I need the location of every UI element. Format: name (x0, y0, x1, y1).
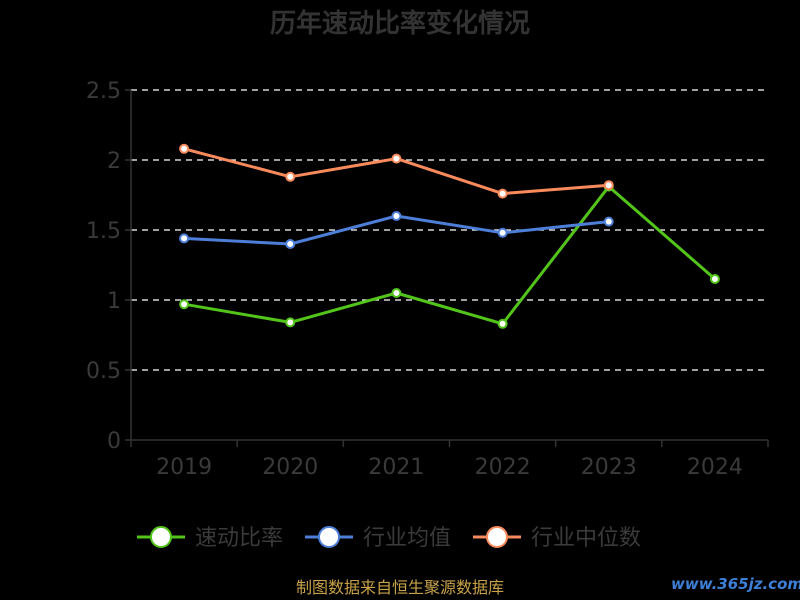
y-tick-label: 1.5 (86, 219, 121, 244)
y-tick-label: 1 (107, 289, 121, 314)
data-point (603, 180, 614, 191)
y-tick-label: 0 (107, 429, 121, 454)
data-point (497, 188, 508, 199)
grid-lines (131, 89, 768, 371)
y-tick-label: 2 (107, 149, 121, 174)
legend-label: 速动比率 (195, 526, 283, 551)
data-point (603, 216, 614, 227)
series-lines (179, 143, 720, 329)
x-tick-label: 2022 (475, 455, 531, 480)
legend-item: 速动比率 (137, 526, 283, 551)
legend: 速动比率 行业均值 行业中位数 (137, 526, 641, 551)
data-point (391, 288, 402, 298)
legend-label: 行业中位数 (531, 526, 641, 551)
data-point (497, 227, 508, 238)
x-tick-label: 2020 (262, 455, 318, 480)
y-tick-label: 2.5 (86, 79, 121, 104)
y-tick-label: 0.5 (86, 359, 121, 384)
source-note: 制图数据来自恒生聚源数据库 (296, 578, 504, 597)
x-tick-label: 2021 (368, 455, 424, 480)
data-point (179, 143, 190, 154)
legend-swatch-marker (486, 526, 508, 548)
data-point (285, 171, 296, 182)
data-point (179, 299, 190, 310)
legend-item: 行业均值 (305, 526, 451, 551)
chart-title: 历年速动比率变化情况 (270, 8, 530, 39)
legend-swatch-marker (318, 526, 340, 548)
series-line-0 (183, 185, 716, 326)
data-point (391, 153, 402, 164)
data-point (285, 317, 296, 328)
watermark: www.365jz.com (671, 575, 800, 593)
legend-swatch-marker (150, 526, 172, 548)
data-point (391, 211, 402, 221)
x-tick-label: 2024 (687, 455, 743, 480)
data-point (709, 274, 720, 284)
legend-item: 行业中位数 (473, 526, 641, 551)
x-tick-label: 2019 (156, 455, 212, 480)
axes: 0 0.5 1 1.5 2 2.5 2019 2020 2021 2022 2023 2024 (86, 79, 769, 480)
data-point (179, 233, 190, 244)
legend-label: 行业均值 (363, 526, 451, 551)
data-point (497, 318, 508, 329)
data-point (285, 239, 296, 249)
x-tick-label: 2023 (581, 455, 637, 480)
